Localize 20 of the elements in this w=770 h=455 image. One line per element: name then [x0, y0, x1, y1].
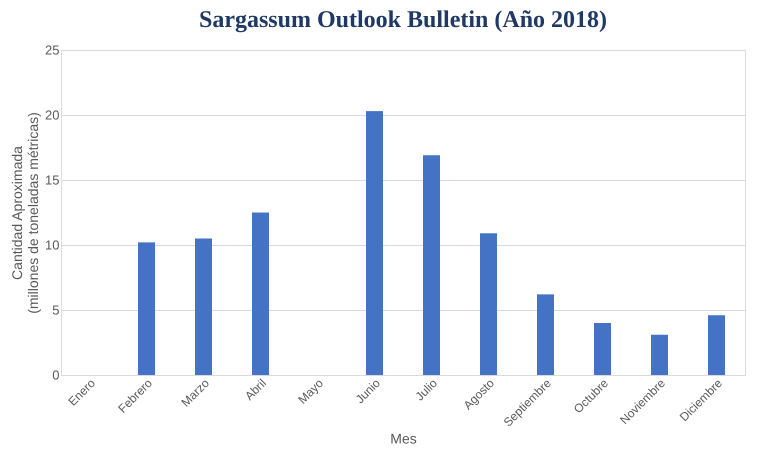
bar [537, 294, 554, 375]
y-tick-label: 10 [45, 238, 60, 252]
bar [252, 212, 269, 375]
bar [594, 323, 611, 375]
y-tick-label: 0 [52, 368, 60, 382]
y-tick-label: 15 [45, 172, 60, 188]
bar [480, 233, 497, 375]
x-axis-title: Mes [390, 430, 417, 447]
y-axis-title: Cantidad Aproximada (millones de toneladas métricas) [9, 112, 42, 314]
y-tick-label: 5 [52, 302, 60, 318]
bar [423, 155, 440, 375]
y-tick-label: 25 [45, 42, 60, 58]
x-tick-label: Julio [412, 376, 440, 404]
bar [195, 238, 212, 375]
bar [651, 334, 668, 375]
bar [366, 111, 383, 375]
y-tick-label: 20 [45, 108, 60, 122]
bar [708, 315, 725, 375]
chart-title: Sargassum Outlook Bulletin (Año 2018) [198, 7, 608, 33]
bar [138, 242, 155, 375]
